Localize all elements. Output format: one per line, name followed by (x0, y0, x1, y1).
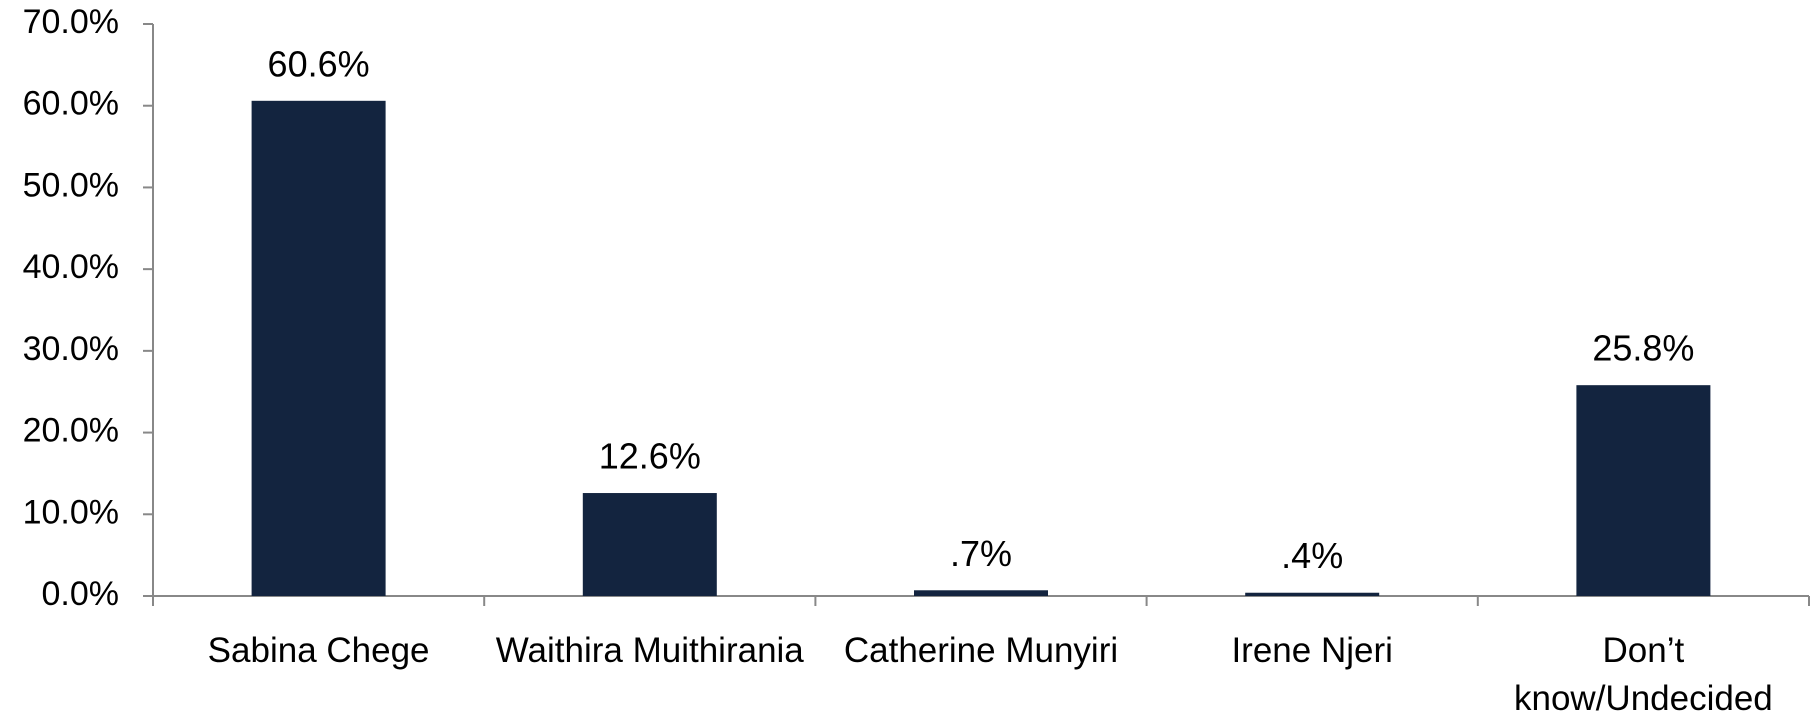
bar (914, 590, 1048, 596)
y-tick-label: 50.0% (23, 166, 119, 204)
data-label: 60.6% (268, 43, 370, 84)
bar (582, 493, 717, 596)
y-tick-label: 40.0% (23, 248, 119, 286)
x-tick-label: Irene Njeri (1231, 631, 1393, 670)
x-tick-label: Waithira Muithirania (495, 631, 804, 670)
x-tick-label: Don’t know/Undecided (1514, 631, 1773, 718)
y-tick-label: 30.0% (23, 330, 119, 368)
data-label: .7% (950, 533, 1012, 574)
bar (251, 100, 386, 596)
data-label: 12.6% (599, 436, 701, 477)
data-label: .4% (1281, 535, 1343, 576)
y-tick-label: 60.0% (23, 85, 119, 123)
bar (1576, 385, 1711, 596)
y-tick-label: 0.0% (42, 575, 120, 613)
bar (1245, 592, 1380, 596)
y-tick-label: 20.0% (23, 412, 119, 450)
y-tick-label: 10.0% (23, 493, 119, 531)
x-tick-label: Catherine Munyiri (843, 631, 1119, 670)
y-tick-label: 70.0% (23, 3, 119, 41)
data-label: 25.8% (1592, 328, 1694, 369)
x-tick-label: Sabina Chege (207, 631, 430, 670)
